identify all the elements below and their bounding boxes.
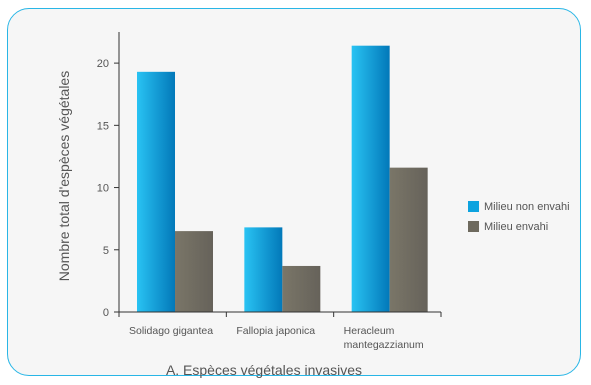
- bar-non-envahi: [244, 227, 283, 312]
- labels-group: 0 5 10 15 20 Solidago gigantea Fallopia japoni…: [97, 58, 424, 351]
- legend-label: Milieu envahi: [484, 221, 548, 233]
- x-axis-title: A. Espèces végétales invasives: [166, 362, 362, 378]
- x-tick-label: Solidago gigantea: [129, 325, 213, 337]
- y-tick-label: 10: [97, 183, 109, 195]
- y-tick-label: 5: [103, 245, 109, 257]
- legend: Milieu non envahi Milieu envahi: [468, 201, 570, 233]
- x-tick-label: Fallopia japonica: [236, 325, 315, 337]
- bar-non-envahi: [351, 45, 390, 312]
- y-axis-title: Nombre total d'espèces végétales: [56, 71, 72, 281]
- y-tick-label: 15: [97, 120, 109, 132]
- chart-frame: [7, 8, 581, 376]
- y-tick-label: 20: [97, 58, 109, 70]
- bar-envahi: [175, 231, 213, 312]
- legend-swatch: [468, 221, 479, 232]
- legend-label: Milieu non envahi: [484, 201, 570, 213]
- axes-group: [114, 32, 442, 317]
- x-tick-label: Heracleum mantegazzianum: [344, 325, 424, 351]
- bar-envahi: [282, 265, 321, 312]
- bar-envahi: [389, 167, 428, 312]
- bar-non-envahi: [137, 71, 175, 312]
- bars-group: [137, 45, 428, 312]
- y-tick-label: 0: [103, 307, 109, 319]
- legend-swatch: [468, 201, 479, 212]
